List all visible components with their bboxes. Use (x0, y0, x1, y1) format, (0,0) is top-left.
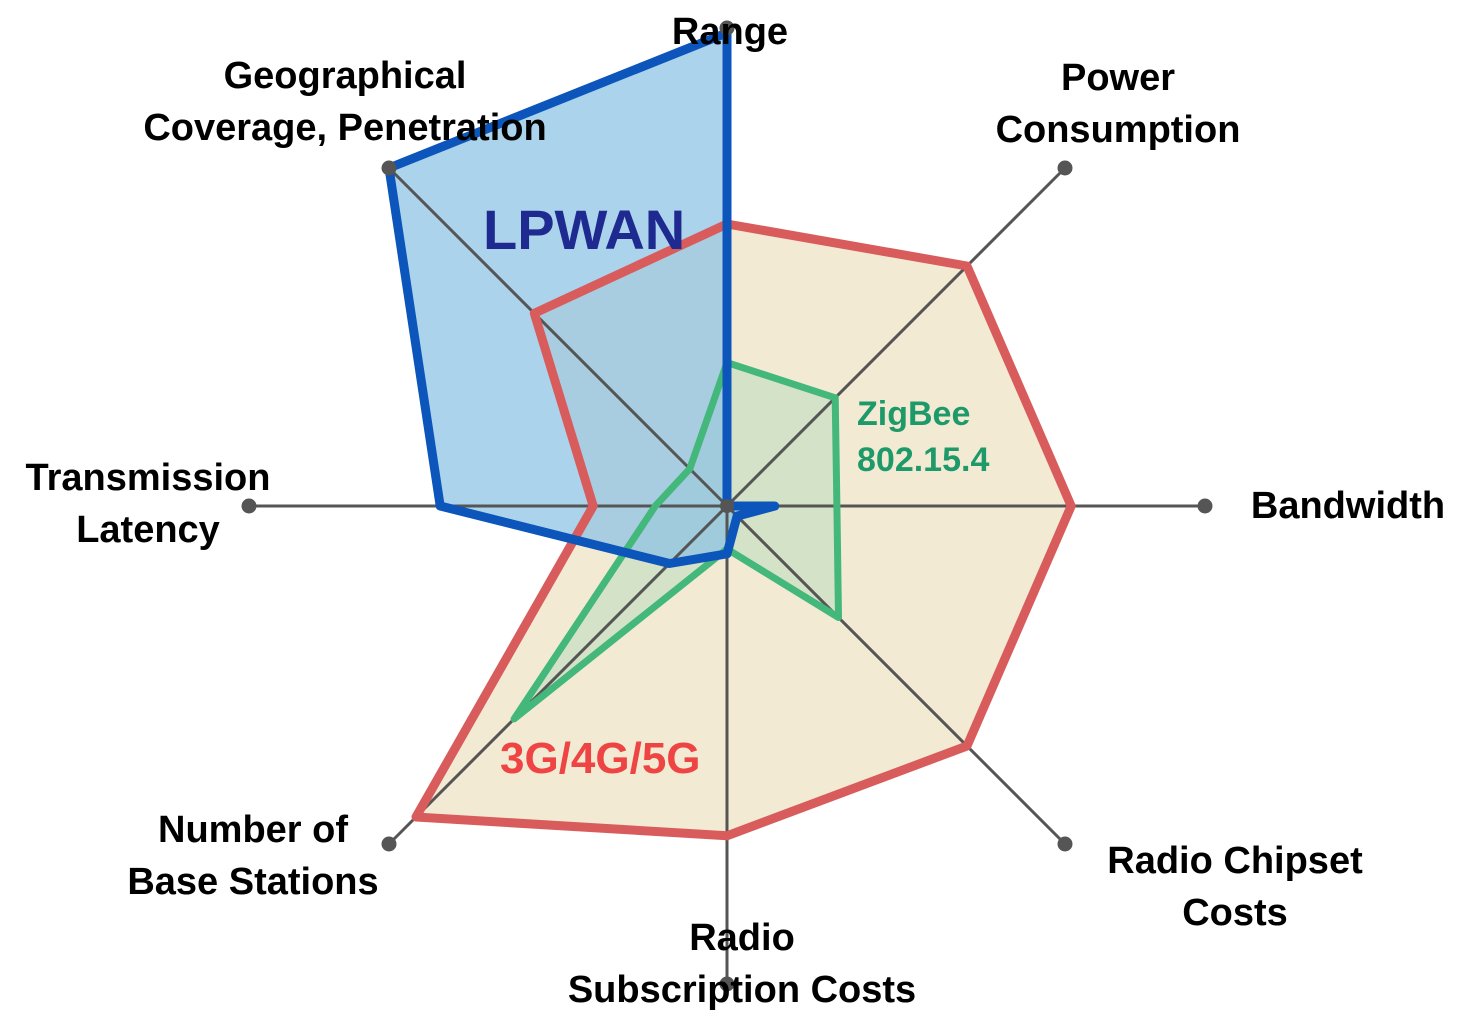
series-fills (389, 32, 1072, 836)
series-labels: 3G/4G/5G ZigBee 802.15.4 LPWAN (483, 198, 989, 783)
axis-label-line: Costs (1182, 892, 1288, 934)
axis-line-geographical-coverage-penetration (387, 166, 729, 508)
series-label-line: ZigBee (857, 395, 970, 433)
axis-label-line: Geographical (224, 55, 467, 97)
series-label-line: LPWAN (483, 198, 685, 261)
axis-label-line: Subscription Costs (568, 969, 916, 1011)
axis-label-line: Radio Chipset (1107, 840, 1363, 882)
series-outline-lpwan (384, 28, 780, 568)
axis-label-bandwidth: Bandwidth (1251, 485, 1445, 527)
axis-label-line: Range (672, 11, 788, 53)
axis-label-line: Radio (689, 917, 795, 959)
series-label-zigbee-802-15-4: ZigBee 802.15.4 (857, 395, 989, 479)
axis-end-dot-radio-subscription-costs (719, 976, 735, 992)
axis-line-radio-chipset-costs (725, 504, 1067, 846)
series-label-line: 3G/4G/5G (500, 734, 701, 783)
axis-label-line: Consumption (996, 109, 1241, 151)
axis-line-power-consumption (725, 166, 1067, 508)
series-label-3g-4g-5g: 3G/4G/5G (500, 734, 701, 783)
series-outlines (384, 28, 1076, 841)
axis-end-dot-number-of-base-stations (381, 836, 397, 852)
axis-labels: Range Power Consumption Bandwidth Radio Chip… (26, 11, 1446, 1011)
series-outline-3g-4g-5g (411, 219, 1076, 841)
axis-label-radio-chipset-costs: Radio Chipset Costs (1107, 840, 1363, 934)
axis-label-number-of-base-stations: Number of Base Stations (127, 809, 378, 903)
axis-end-dot-power-consumption (1057, 160, 1073, 176)
axis-label-line: Base Stations (127, 861, 378, 903)
axis-label-transmission-latency: Transmission Latency (26, 457, 271, 551)
series-label-lpwan: LPWAN (483, 198, 685, 261)
axis-end-dot-geographical-coverage-penetration (381, 160, 397, 176)
axis-end-dot-transmission-latency (241, 498, 257, 514)
axis-label-line: Coverage, Penetration (143, 107, 546, 149)
axis-label-range: Range (672, 11, 788, 53)
axis-label-line: Latency (76, 509, 220, 551)
axis-label-line: Transmission (26, 457, 271, 499)
axis-end-markers (241, 20, 1213, 992)
axis-label-line: Power (1061, 57, 1175, 99)
axis-end-dot-radio-chipset-costs (1057, 836, 1073, 852)
axis-end-dot-range (719, 20, 735, 36)
series-label-line: 802.15.4 (857, 441, 989, 479)
series-fill-lpwan (389, 32, 775, 564)
axis-label-geographical-coverage-penetration: Geographical Coverage, Penetration (143, 55, 546, 149)
axis-label-radio-subscription-costs: Radio Subscription Costs (568, 917, 916, 1011)
center-dot (720, 499, 734, 513)
axis-label-power-consumption: Power Consumption (996, 57, 1241, 151)
axis-label-line: Bandwidth (1251, 485, 1445, 527)
axis-end-dot-bandwidth (1197, 498, 1213, 514)
axis-label-line: Number of (158, 809, 348, 851)
